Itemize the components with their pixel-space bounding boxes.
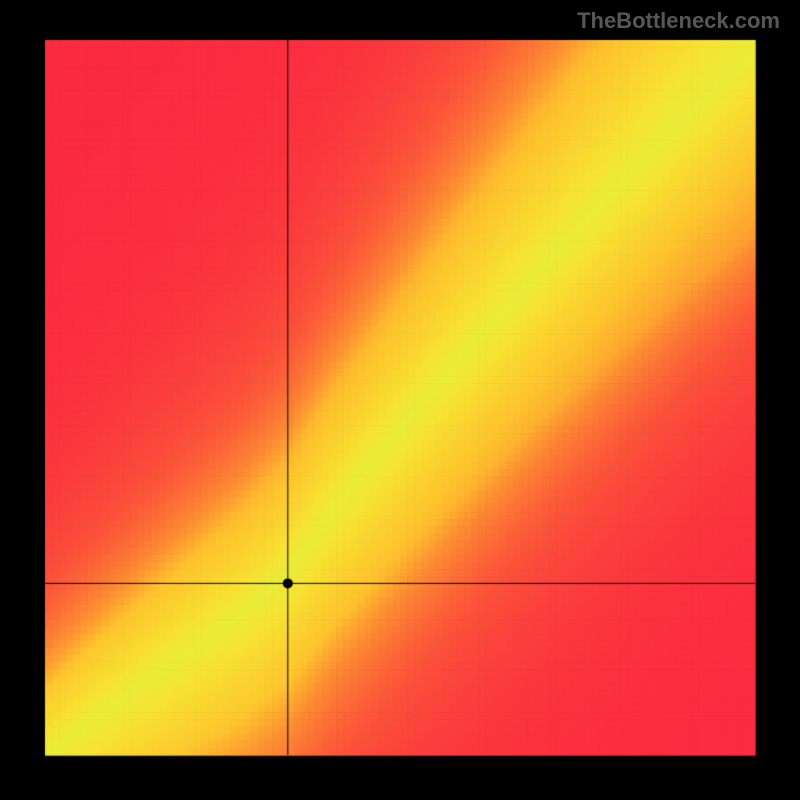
- chart-container: TheBottleneck.com: [0, 0, 800, 800]
- bottleneck-heatmap: [0, 0, 800, 800]
- watermark-text: TheBottleneck.com: [577, 8, 780, 34]
